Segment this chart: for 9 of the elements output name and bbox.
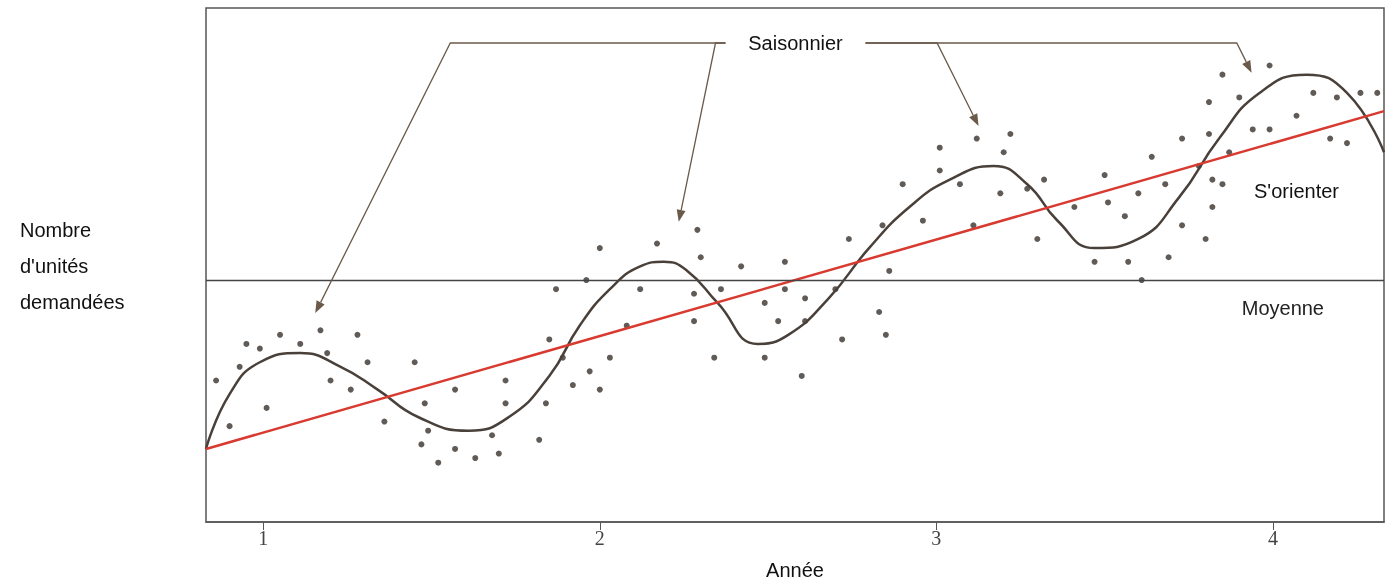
ref-line-label: Moyenne <box>1241 297 1324 320</box>
x-axis-title: Année <box>766 559 824 581</box>
x-tick-label: 1 <box>258 527 269 549</box>
y-axis-title: Nombre d'unités demandées <box>20 219 125 313</box>
x-tick-label: 3 <box>931 527 942 549</box>
x-tick-label: 4 <box>1267 527 1278 549</box>
x-tick-label: 2 <box>594 527 605 549</box>
text: Saisonnier <box>748 32 844 54</box>
series-label: S'orienter <box>1254 180 1340 203</box>
